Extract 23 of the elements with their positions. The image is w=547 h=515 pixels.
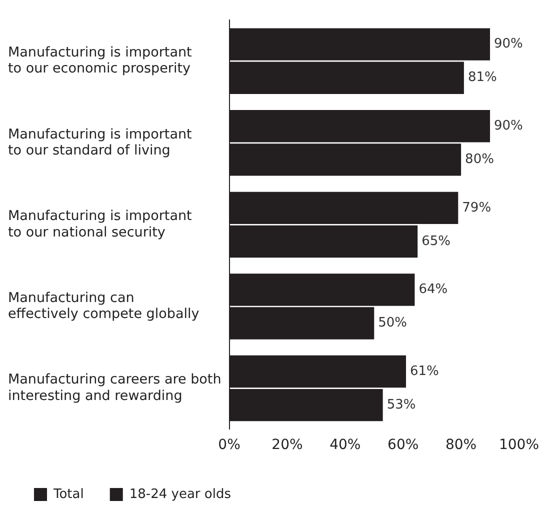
y-tick-label: Manufacturing careers are both interesting and rewarding bbox=[8, 372, 222, 404]
y-tick-label: Manufacturing is important to our standard of living bbox=[8, 126, 192, 158]
x-tick-label: 40% bbox=[330, 437, 361, 454]
x-tick-label: 60% bbox=[388, 437, 419, 454]
data-label: 61% bbox=[410, 364, 439, 379]
data-label: 79% bbox=[462, 200, 492, 216]
x-tick-label: 20% bbox=[272, 437, 303, 454]
data-label: 81% bbox=[468, 70, 497, 86]
data-label: 90% bbox=[494, 118, 523, 134]
data-label: 50% bbox=[378, 316, 408, 331]
y-tick-label: Manufacturing can effectively compete globally bbox=[8, 290, 200, 322]
x-tick-label: 100% bbox=[498, 437, 540, 454]
legend-label: Total bbox=[52, 486, 84, 502]
data-label: 80% bbox=[465, 152, 494, 168]
x-tick-label: 0% bbox=[218, 437, 240, 454]
legend-label: 18-24 year olds bbox=[129, 486, 232, 502]
data-label: 64% bbox=[418, 282, 448, 298]
y-tick-label: Manufacturing is important to our national security bbox=[8, 208, 192, 240]
y-tick-label: Manufacturing is important to our economic prosperity bbox=[8, 44, 192, 77]
data-label: 90% bbox=[494, 36, 523, 52]
data-label: 65% bbox=[422, 234, 450, 249]
data-label: 53% bbox=[386, 397, 416, 412]
x-tick-label: 80% bbox=[445, 437, 477, 454]
